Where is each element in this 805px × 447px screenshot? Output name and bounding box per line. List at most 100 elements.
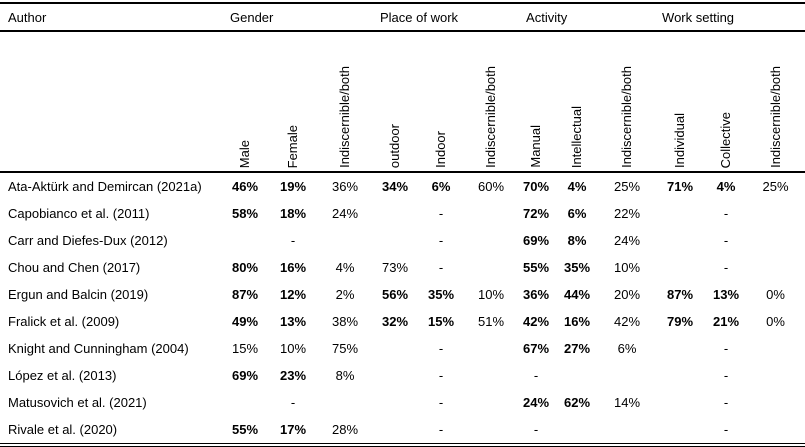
value-cell: 10%: [478, 287, 505, 302]
column-header-place-indiscernible: Indiscernible/both: [464, 31, 519, 173]
value-cell: 15%: [427, 314, 455, 329]
value-cell: 46%: [231, 179, 259, 194]
value-cell: 75%: [331, 341, 359, 356]
value-cell: 51%: [478, 314, 505, 329]
value-cell: 6%: [431, 179, 451, 194]
value-cell: -: [438, 260, 444, 275]
value-cell: 10%: [614, 260, 641, 275]
author-cell: Matusovich et al. (2021): [8, 395, 147, 410]
column-header-activity-indiscernible: Indiscernible/both: [600, 31, 655, 173]
value-cell: 24%: [523, 395, 550, 410]
value-cell: [464, 362, 518, 389]
value-cell: 69%: [523, 233, 550, 248]
value-cell: 14%: [614, 395, 641, 410]
group-header-work-setting: Work setting: [654, 3, 805, 32]
value-cell: [372, 389, 418, 416]
group-header-activity: Activity: [518, 3, 655, 32]
value-cell: 19%: [279, 179, 307, 194]
value-cell: [746, 335, 805, 362]
value-cell: 13%: [279, 314, 307, 329]
column-header-setting-indiscernible: Indiscernible/both: [746, 31, 805, 173]
column-header-gender-indiscernible: Indiscernible/both: [318, 31, 372, 173]
value-cell: [746, 200, 805, 227]
value-cell: [318, 227, 372, 254]
value-cell: -: [723, 395, 729, 410]
value-cell: 67%: [523, 341, 550, 356]
column-header-setting-indiscernible-label: Indiscernible/both: [767, 66, 783, 168]
value-cell: -: [723, 233, 729, 248]
value-cell: 49%: [231, 314, 259, 329]
value-cell: [600, 362, 654, 389]
value-cell: [600, 416, 654, 443]
value-cell: 21%: [713, 314, 740, 329]
value-cell: [372, 335, 418, 362]
author-cell: Ergun and Balcin (2019): [8, 287, 149, 302]
value-cell: 16%: [564, 314, 591, 329]
value-cell: [464, 227, 518, 254]
value-cell: 6%: [617, 341, 637, 356]
value-cell: [654, 227, 706, 254]
value-cell: -: [290, 395, 296, 410]
value-cell: 6%: [567, 206, 587, 221]
value-cell: [372, 227, 418, 254]
value-cell: [746, 254, 805, 281]
value-cell: 0%: [766, 287, 785, 302]
column-header-indoor: Indoor: [418, 31, 464, 173]
value-cell: 24%: [331, 206, 359, 221]
value-cell: 55%: [523, 260, 550, 275]
author-cell: Ata-Aktürk and Demircan (2021a): [8, 179, 202, 194]
value-cell: 87%: [667, 287, 694, 302]
value-cell: 16%: [279, 260, 307, 275]
column-header-intellectual: Intellectual: [554, 31, 601, 173]
value-cell: -: [290, 233, 296, 248]
table-row: Rivale et al. (2020) 55% 17% 28% - - -: [0, 416, 805, 443]
value-cell: 38%: [331, 314, 359, 329]
value-cell: 28%: [331, 422, 359, 437]
value-cell: 36%: [523, 287, 550, 302]
value-cell: [746, 416, 805, 443]
value-cell: 32%: [381, 314, 409, 329]
column-header-outdoor: outdoor: [372, 31, 418, 173]
value-cell: 23%: [279, 368, 307, 383]
column-header-collective-label: Collective: [718, 111, 734, 168]
value-cell: 17%: [279, 422, 307, 437]
value-cell: 25%: [614, 179, 641, 194]
value-cell: 35%: [427, 287, 455, 302]
value-cell: 55%: [231, 422, 259, 437]
column-header-male-label: Male: [237, 139, 253, 168]
column-header-female: Female: [268, 31, 318, 173]
value-cell: 36%: [331, 179, 359, 194]
author-cell: Capobianco et al. (2011): [8, 206, 150, 221]
value-cell: -: [438, 206, 444, 221]
column-header-manual: Manual: [518, 31, 555, 173]
value-cell: 35%: [564, 260, 591, 275]
value-cell: 8%: [335, 368, 355, 383]
column-header-outdoor-label: outdoor: [387, 123, 403, 168]
author-cell: López et al. (2013): [8, 368, 117, 383]
value-cell: 10%: [279, 341, 307, 356]
table-row: Ata-Aktürk and Demircan (2021a) 46% 19% 36%…: [0, 172, 805, 200]
value-cell: 4%: [335, 260, 355, 275]
author-cell: Rivale et al. (2020): [8, 422, 118, 437]
value-cell: -: [438, 341, 444, 356]
column-header-collective: Collective: [706, 31, 747, 173]
value-cell: 60%: [478, 179, 505, 194]
author-cell: Chou and Chen (2017): [8, 260, 141, 275]
value-cell: 80%: [231, 260, 259, 275]
column-header-individual-label: Individual: [672, 113, 688, 168]
value-cell: 87%: [231, 287, 259, 302]
value-cell: [464, 200, 518, 227]
value-cell: [554, 362, 600, 389]
value-cell: 13%: [713, 287, 740, 302]
author-cell: Fralick et al. (2009): [8, 314, 120, 329]
value-cell: [222, 389, 268, 416]
group-header-row: Author Gender Place of work Activity Wor…: [0, 3, 805, 32]
value-cell: 15%: [231, 341, 259, 356]
value-cell: -: [438, 368, 444, 383]
table-row: Chou and Chen (2017) 80% 16% 4% 73% - 55% 35% 10…: [0, 254, 805, 281]
value-cell: 72%: [523, 206, 550, 221]
column-header-row: Male Female Indiscernible/both outdoor I…: [0, 31, 805, 173]
value-cell: -: [723, 368, 729, 383]
